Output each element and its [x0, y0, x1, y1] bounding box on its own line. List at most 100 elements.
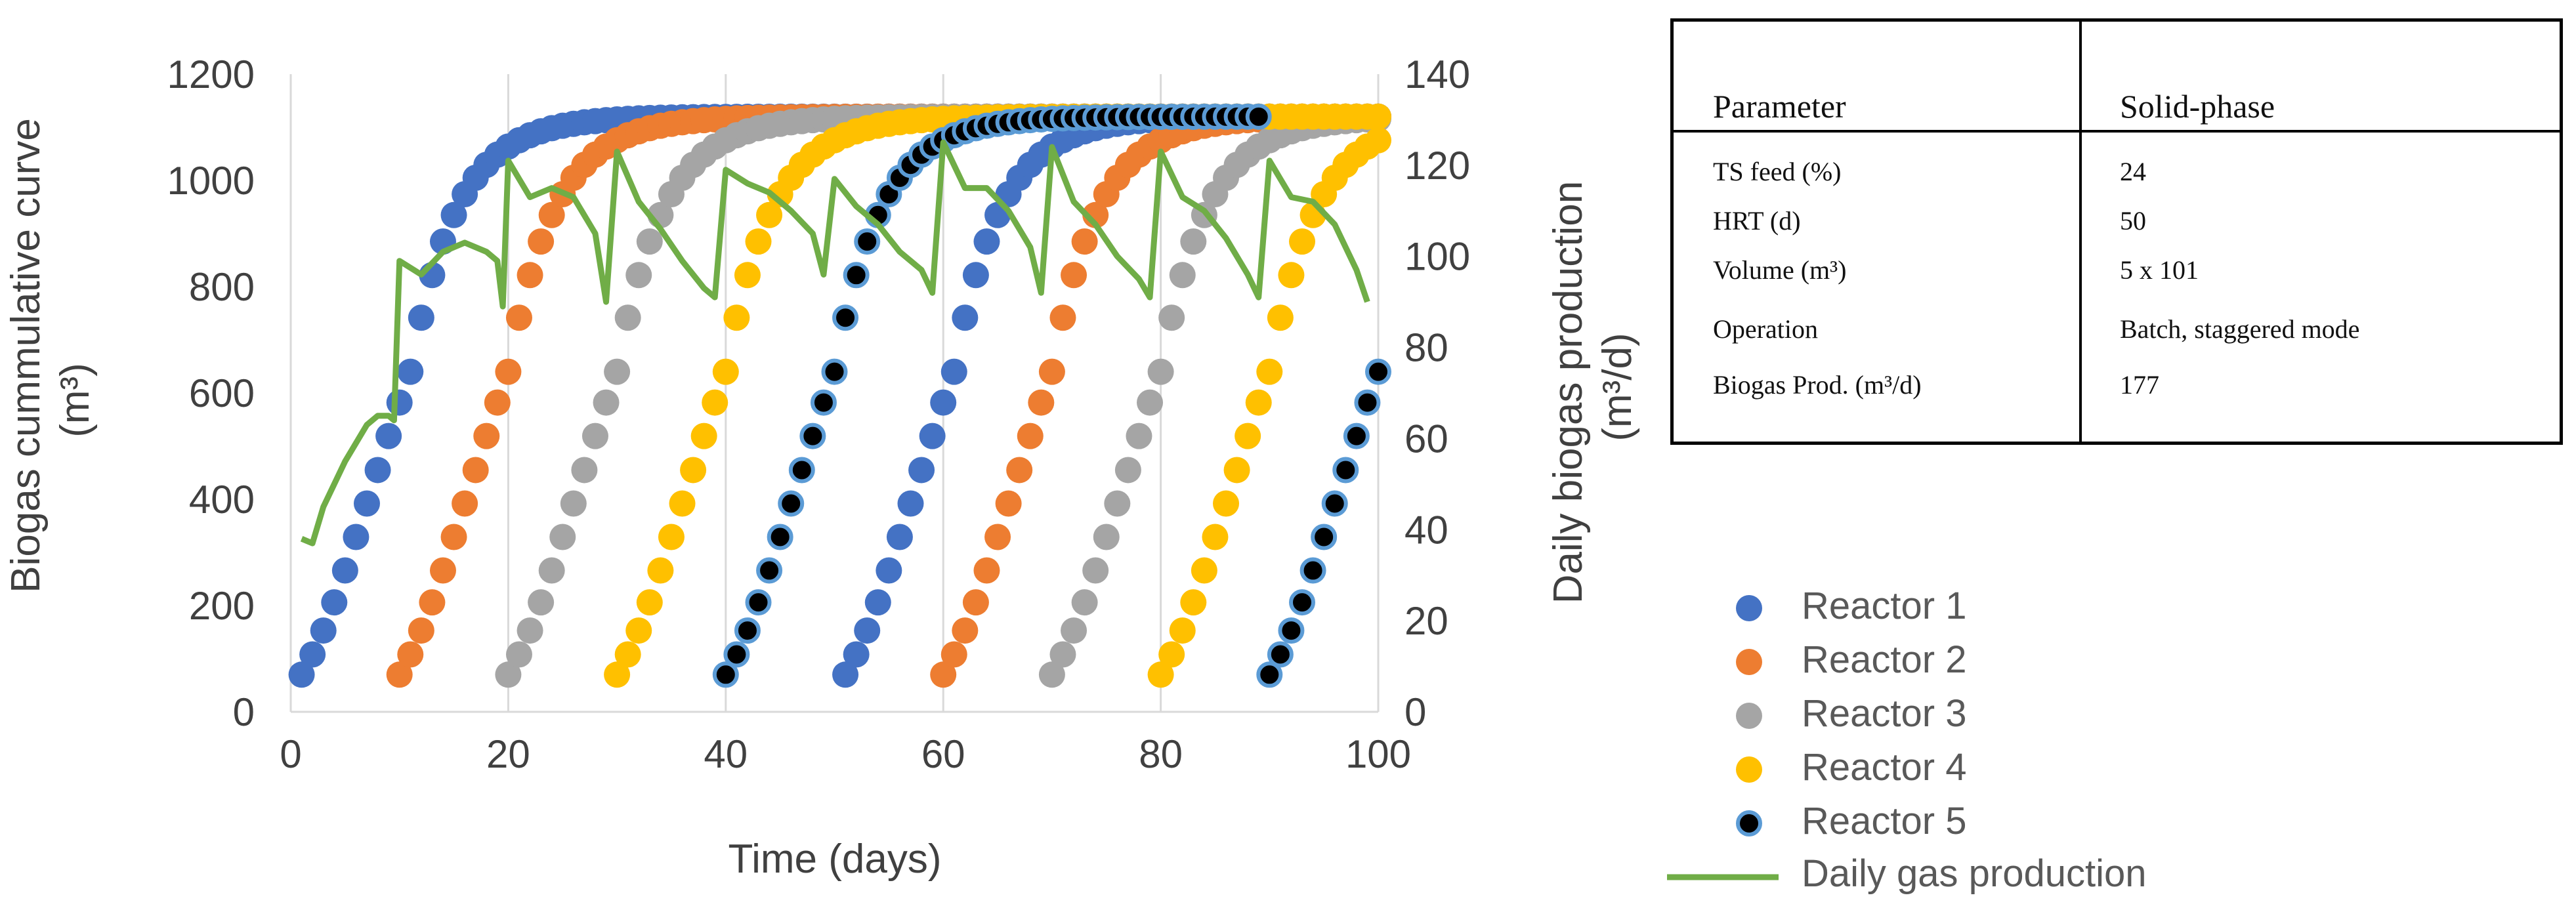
table-row-value: 177: [2120, 370, 2159, 400]
scatter-series: [288, 103, 1391, 688]
table-row-value: 5 x 101: [2120, 255, 2199, 285]
data-point: [1365, 127, 1391, 154]
data-point: [919, 423, 946, 449]
data-point: [843, 262, 870, 289]
data-point: [1114, 457, 1141, 484]
data-point: [614, 304, 641, 331]
y-right-tick-label: 100: [1404, 235, 1470, 279]
data-point: [1169, 617, 1196, 644]
data-point: [397, 641, 424, 668]
y-right-tick-label: 80: [1404, 326, 1448, 370]
data-point: [669, 490, 696, 517]
data-point: [690, 423, 717, 449]
data-point: [973, 557, 1000, 584]
data-point: [549, 524, 576, 550]
data-point: [440, 524, 467, 550]
data-point: [1365, 103, 1391, 130]
data-point: [1332, 457, 1359, 484]
data-point: [593, 389, 620, 416]
data-point: [505, 304, 532, 331]
data-point: [1267, 641, 1294, 668]
legend-label-daily-gas: Daily gas production: [1802, 852, 2147, 895]
data-point: [517, 262, 543, 289]
table-row-value: Batch, staggered mode: [2120, 314, 2360, 344]
data-point: [799, 423, 826, 449]
y-left-tick-label: 800: [189, 265, 255, 309]
data-point: [973, 228, 1000, 255]
data-point: [1343, 423, 1370, 449]
data-point: [1071, 228, 1098, 255]
data-point: [321, 589, 348, 616]
data-point: [331, 557, 358, 584]
data-point: [854, 617, 881, 644]
data-point: [995, 490, 1022, 517]
data-point: [952, 304, 979, 331]
data-point: [495, 661, 522, 688]
data-point: [1354, 389, 1381, 416]
x-tick-label: 0: [280, 732, 301, 776]
data-point: [397, 358, 424, 385]
data-point: [832, 661, 859, 688]
data-point: [1158, 304, 1185, 331]
data-point: [930, 661, 957, 688]
series-reactor-5: [712, 103, 1391, 688]
data-point: [1245, 103, 1272, 130]
data-point: [1017, 423, 1044, 449]
data-point: [364, 457, 391, 484]
data-point: [1256, 661, 1283, 688]
data-point: [886, 524, 913, 550]
x-tick-label: 40: [704, 732, 748, 776]
data-point: [1147, 661, 1174, 688]
x-tick-label: 80: [1139, 732, 1183, 776]
data-point: [810, 389, 837, 416]
data-point: [930, 389, 957, 416]
y-left-tick-label: 0: [233, 690, 255, 734]
data-point: [658, 524, 685, 550]
data-point: [962, 262, 989, 289]
data-point: [821, 358, 848, 385]
parameter-table: Parameter Solid-phase TS feed (%) 24 HRT…: [1670, 18, 2563, 445]
data-point: [788, 457, 815, 484]
data-point: [343, 524, 370, 550]
data-point: [1028, 389, 1055, 416]
y-left-tick-label: 200: [189, 584, 255, 628]
data-point: [843, 641, 870, 668]
data-point: [1311, 524, 1338, 550]
data-point: [908, 457, 935, 484]
data-point: [636, 589, 663, 616]
data-point: [625, 262, 652, 289]
table-row-param: Biogas Prod. (m³/d): [1713, 370, 1922, 400]
data-point: [745, 228, 772, 255]
data-point: [440, 201, 467, 228]
data-point: [636, 228, 663, 255]
data-point: [1289, 589, 1316, 616]
data-point: [712, 661, 739, 688]
data-point: [1278, 617, 1305, 644]
data-point: [429, 557, 456, 584]
data-point: [767, 524, 793, 550]
data-point: [1049, 641, 1076, 668]
y-left-title-line1: Biogas cummulative curve: [3, 118, 49, 593]
data-point: [528, 228, 555, 255]
data-point: [1071, 589, 1098, 616]
data-point: [745, 589, 772, 616]
data-point: [353, 490, 380, 517]
data-point: [1289, 228, 1316, 255]
data-point: [778, 490, 805, 517]
legend-label-reactor-3: Reactor 3: [1802, 692, 1967, 735]
data-point: [1235, 423, 1261, 449]
y-right-title-line1: Daily biogas production: [1546, 181, 1591, 604]
table-row-value: 24: [2120, 157, 2146, 186]
data-point: [1104, 490, 1131, 517]
data-point: [940, 358, 967, 385]
data-point: [604, 661, 631, 688]
legend-markers: [1667, 595, 1779, 880]
y-right-tick-label: 60: [1404, 417, 1448, 461]
legend-marker-reactor-1: [1736, 595, 1762, 621]
data-point: [1191, 557, 1217, 584]
y-left-title-line2: (m³): [53, 363, 98, 438]
grid-lines: [289, 74, 1380, 712]
table-row-param: HRT (d): [1713, 206, 1801, 236]
data-point: [560, 490, 587, 517]
